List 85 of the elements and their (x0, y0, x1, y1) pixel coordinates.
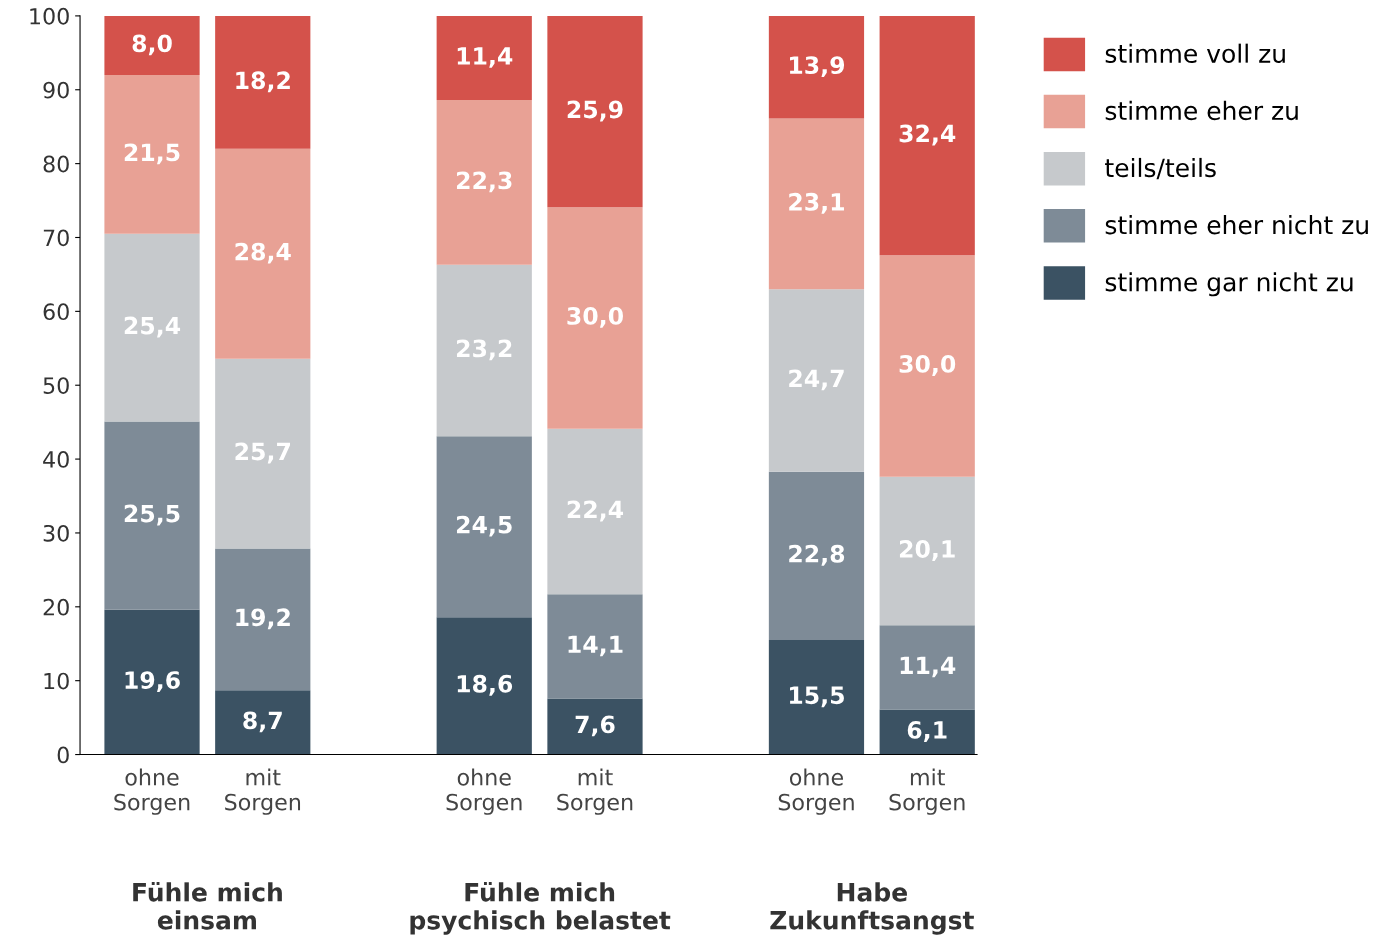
bar (104, 15, 200, 75)
data-label: 32,4 (899, 124, 956, 146)
data-label: 19,2 (236, 608, 290, 630)
x-tick-label: ohne Sorgen (778, 768, 854, 815)
bar (215, 148, 311, 359)
bar (879, 476, 975, 626)
bar (879, 15, 975, 256)
bar (436, 15, 532, 101)
y-tick-label: 100 (30, 7, 69, 25)
bar (436, 264, 532, 437)
y-tick-label: 30 (43, 524, 69, 542)
data-label: 11,4 (900, 656, 956, 678)
bar (215, 358, 311, 549)
data-label: 23,1 (789, 192, 844, 214)
y-tick-label: 20 (43, 598, 69, 616)
legend-label: stimme gar nicht zu (1105, 272, 1353, 297)
data-label: 18,6 (457, 674, 513, 696)
y-tick-label: 90 (43, 81, 69, 99)
bar (879, 709, 975, 755)
text: Fühle mich einsam (133, 881, 282, 930)
data-label: 8,0 (132, 34, 172, 56)
data-label: 22,8 (789, 544, 845, 566)
bar (104, 233, 200, 422)
bar (436, 436, 532, 618)
bar (879, 625, 975, 710)
bar (215, 548, 311, 691)
text: Fühle mich psychisch belastet (410, 881, 671, 935)
text: Habe Zukunftsangst (770, 882, 974, 935)
data-label: 22,4 (567, 500, 624, 522)
data-label: 20,1 (899, 540, 955, 561)
legend-label: stimme voll zu (1105, 43, 1285, 63)
bar (547, 698, 643, 755)
bar (547, 15, 643, 208)
x-tick-label: mit Sorgen (225, 768, 301, 815)
y-tick-label: 80 (43, 155, 69, 173)
x-tick-label: mit Sorgen (889, 768, 965, 815)
data-label: 28,4 (235, 242, 291, 264)
bar (547, 594, 643, 699)
y-tick-label: 40 (43, 451, 69, 468)
bar (547, 428, 643, 595)
y-tick-label: 50 (43, 377, 69, 394)
bar (768, 640, 865, 755)
y-tick-label: 10 (44, 672, 69, 690)
bar (215, 15, 311, 149)
bar (436, 100, 532, 265)
data-label: 25,9 (567, 100, 623, 122)
legend-label: teils/teils (1105, 157, 1216, 180)
bar (547, 207, 643, 429)
bar (436, 617, 532, 755)
bar (104, 421, 200, 610)
bar (104, 609, 200, 755)
data-label: 25,7 (235, 442, 291, 464)
data-label: 18,2 (236, 71, 290, 93)
legend-label: stimme eher nicht zu (1105, 215, 1368, 235)
data-label: 8,7 (243, 711, 282, 733)
bar (879, 255, 975, 477)
y-tick-label: 60 (43, 303, 69, 321)
data-label: 30,0 (567, 306, 623, 328)
y-tick-label: 0 (57, 746, 69, 764)
data-label: 21,5 (124, 143, 180, 165)
data-label: 30,0 (899, 355, 956, 376)
bar (104, 74, 200, 234)
x-tick-label: ohne Sorgen (114, 768, 190, 815)
x-tick-label: ohne Sorgen (446, 768, 522, 815)
data-label: 25,5 (124, 504, 180, 526)
data-label: 22,3 (456, 171, 512, 193)
legend-label: stimme eher zu (1105, 100, 1298, 121)
data-label: 24,7 (789, 369, 844, 391)
data-label: 23,2 (456, 339, 512, 361)
bar (768, 118, 865, 290)
data-label: 15,5 (790, 686, 844, 708)
data-label: 6,1 (907, 721, 947, 742)
data-label: 7,6 (575, 715, 615, 737)
bar (215, 690, 311, 755)
data-label: 14,1 (568, 635, 623, 657)
bar (768, 471, 865, 641)
bar (768, 15, 865, 119)
data-label: 19,6 (125, 671, 180, 693)
y-tick-label: 70 (43, 229, 69, 247)
x-tick-label: mit Sorgen (557, 768, 633, 815)
bar (768, 289, 865, 472)
data-label: 11,4 (457, 47, 513, 68)
data-label: 13,9 (790, 56, 845, 78)
data-label: 25,4 (124, 316, 181, 338)
data-label: 24,5 (456, 515, 512, 537)
